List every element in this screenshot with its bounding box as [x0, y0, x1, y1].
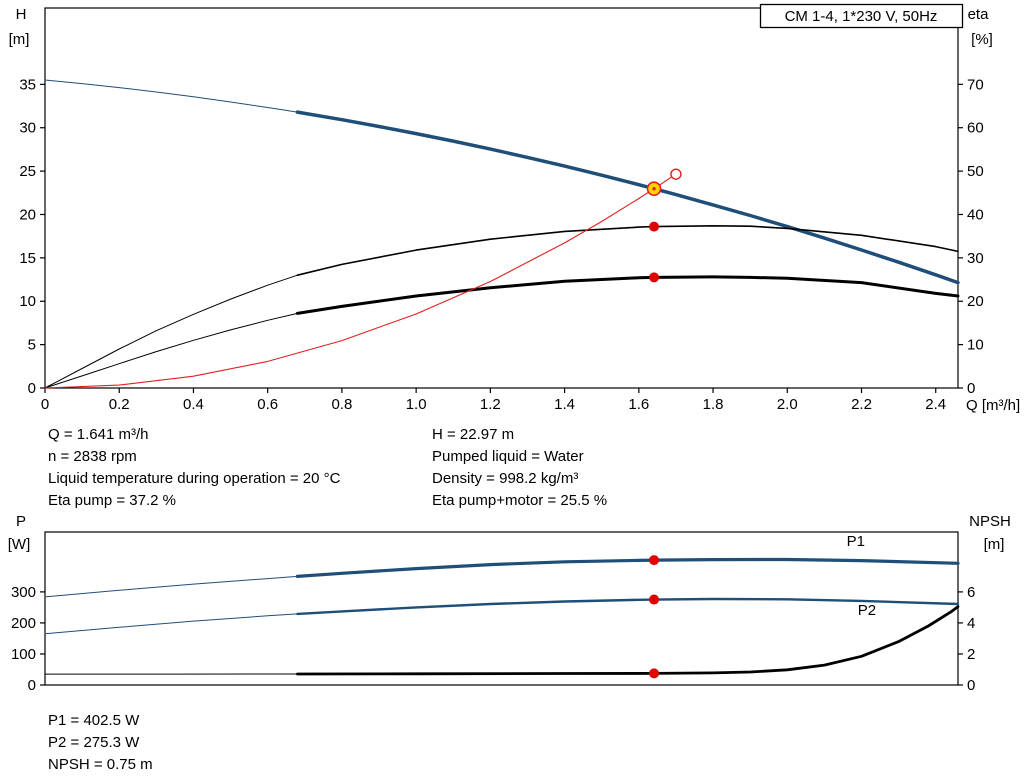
info-line-eta-pump: Eta pump = 37.2 % — [48, 492, 176, 509]
y-left-tick-label: 0 — [28, 380, 36, 397]
x-tick-label: 1.2 — [480, 396, 501, 413]
x-tick-label: 2.4 — [925, 396, 946, 413]
p1-curve — [295, 557, 960, 578]
power-axis-title-unit: [W] — [8, 536, 31, 553]
npsh-duty-point — [649, 668, 660, 679]
eta-pump-motor-curve-low-flow — [44, 312, 298, 389]
x-axis-title: Q [m³/h] — [966, 397, 1020, 414]
left-axis-title-symbol: H — [16, 6, 27, 23]
info-line-p1: P1 = 402.5 W — [48, 712, 140, 729]
x-tick-label: 0.6 — [257, 396, 278, 413]
y-right-tick-label: 40 — [967, 206, 984, 223]
operating-data-right-column: H = 22.97 m Pumped liquid = Water Densit… — [432, 424, 607, 512]
pump-title-label: CM 1-4, 1*230 V, 50Hz — [785, 8, 938, 25]
operating-point-center — [652, 187, 656, 191]
system-curve-end-point — [670, 168, 682, 180]
p1-duty-point — [649, 555, 660, 566]
y-left-tick-label: 200 — [11, 615, 36, 632]
plot-frame — [44, 7, 959, 389]
y-right-tick-label: 70 — [967, 76, 984, 93]
y-left-tick-label: 25 — [19, 163, 36, 180]
npsh-curve — [296, 605, 960, 676]
eta-pump-duty-point — [649, 221, 660, 232]
y-right-tick-label: 60 — [967, 120, 984, 137]
p2-curve — [296, 597, 960, 616]
y-right-tick-label: 4 — [967, 615, 975, 632]
y-right-tick-label: 50 — [967, 163, 984, 180]
operating-data-left-column: Q = 1.641 m³/h n = 2838 rpm Liquid tempe… — [48, 424, 432, 512]
x-tick-label: 1.8 — [703, 396, 724, 413]
info-line-head: H = 22.97 m — [432, 426, 515, 443]
head-curve-low-flow — [44, 79, 298, 113]
head-curve — [295, 110, 960, 285]
info-line-liquid-temperature: Liquid temperature during operation = 20… — [48, 470, 341, 487]
y-right-tick-label: 30 — [967, 250, 984, 267]
info-line-p2: P2 = 275.3 W — [48, 734, 140, 751]
x-tick-label: 1.4 — [554, 396, 575, 413]
x-tick-label: 0.4 — [183, 396, 204, 413]
p2-duty-point — [649, 594, 660, 605]
y-left-tick-label: 0 — [28, 677, 36, 694]
info-line-speed: n = 2838 rpm — [48, 448, 137, 465]
left-axis-title-unit: [m] — [9, 31, 30, 48]
x-tick-label: 2.2 — [851, 396, 872, 413]
plot-layer: 0 0.2 0.4 0.6 0.8 1.0 1.2 1.4 1.6 1.8 2.0 2.2 2.4 0 5 1… — [19, 7, 984, 413]
npsh-axis-title-symbol: NPSH — [969, 513, 1011, 530]
power-axis-title-symbol: P — [16, 513, 26, 530]
y-left-tick-label: 300 — [11, 584, 36, 601]
info-line-pumped-liquid: Pumped liquid = Water — [432, 448, 584, 465]
y-right-tick-label: 6 — [967, 584, 975, 601]
x-tick-label: 2.0 — [777, 396, 798, 413]
eta-pump-motor-curve — [295, 275, 960, 315]
title-box — [759, 3, 964, 29]
plot-frame — [44, 531, 959, 686]
y-left-tick-label: 30 — [19, 120, 36, 137]
right-axis-title-symbol: eta — [968, 6, 990, 23]
y-right-tick-label: 0 — [967, 677, 975, 694]
y-left-tick-label: 20 — [19, 206, 36, 223]
y-left-tick-label: 10 — [19, 293, 36, 310]
system-curve — [44, 173, 677, 389]
series-label-p1: P1 — [847, 533, 865, 550]
eta-pump-curve-low-flow — [44, 274, 298, 389]
info-line-npsh: NPSH = 0.75 m — [48, 756, 153, 773]
y-left-tick-label: 100 — [11, 646, 36, 663]
x-tick-label: 0.2 — [109, 396, 130, 413]
operating-data-block: Q = 1.641 m³/h n = 2838 rpm Liquid tempe… — [48, 424, 1024, 512]
eta-pump-motor-duty-point — [649, 272, 660, 283]
y-left-tick-label: 5 — [28, 337, 36, 354]
y-right-tick-label: 20 — [967, 293, 984, 310]
power-npsh-chart: 0 100 200 300 0 2 4 6 P1 P2 P [W] NPSH [m] — [8, 513, 1011, 694]
head-eta-chart: 0 0.2 0.4 0.6 0.8 1.0 1.2 1.4 1.6 1.8 2.0 2.2 2.4 0 5 1… — [9, 3, 1020, 414]
y-left-tick-label: 35 — [19, 76, 36, 93]
info-line-density: Density = 998.2 kg/m³ — [432, 470, 579, 487]
y-left-tick-label: 15 — [19, 250, 36, 267]
y-right-tick-label: 2 — [967, 646, 975, 663]
x-tick-label: 0 — [41, 396, 49, 413]
npsh-axis-title-unit: [m] — [984, 536, 1005, 553]
x-tick-label: 0.8 — [331, 396, 352, 413]
series-label-p2: P2 — [858, 602, 876, 619]
right-axis-title-unit: [%] — [971, 31, 993, 48]
x-tick-label: 1.6 — [628, 396, 649, 413]
info-line-flow: Q = 1.641 m³/h — [48, 426, 149, 443]
power-data-block: P1 = 402.5 W P2 = 275.3 W NPSH = 0.75 m — [48, 710, 1024, 776]
p2-curve-low-flow — [44, 613, 298, 635]
y-right-tick-label: 0 — [967, 380, 975, 397]
p1-curve-low-flow — [44, 575, 298, 598]
plot-layer: 0 100 200 300 0 2 4 6 P1 P2 — [11, 531, 975, 694]
y-right-tick-label: 10 — [967, 337, 984, 354]
info-line-eta-pump-motor: Eta pump+motor = 25.5 % — [432, 492, 608, 509]
x-tick-label: 1.0 — [406, 396, 427, 413]
